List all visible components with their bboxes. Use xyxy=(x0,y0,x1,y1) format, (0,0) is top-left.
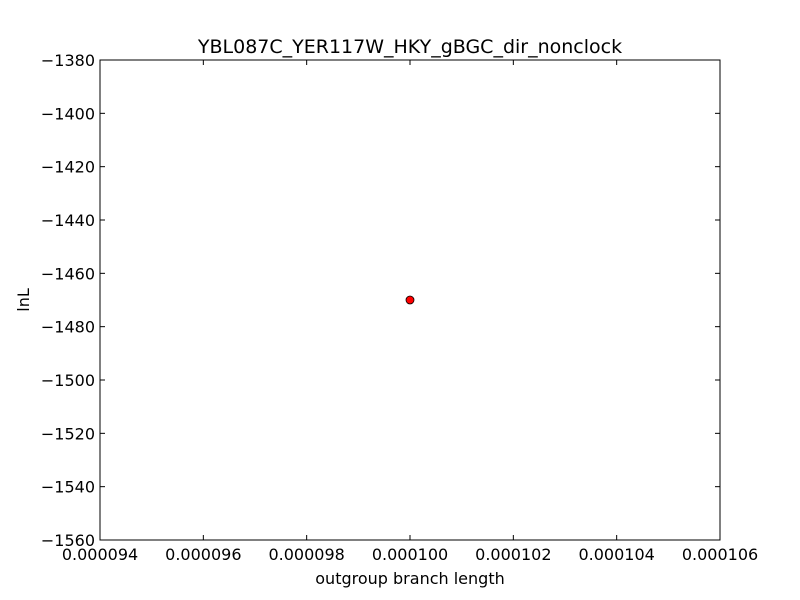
y-tick-label: −1520 xyxy=(41,424,95,443)
x-tick-label: 0.000104 xyxy=(578,545,654,564)
y-tick-label: −1420 xyxy=(41,158,95,177)
y-tick-label: −1400 xyxy=(41,104,95,123)
x-axis-label: outgroup branch length xyxy=(315,569,504,588)
chart-title: YBL087C_YER117W_HKY_gBGC_dir_nonclock xyxy=(197,36,622,58)
y-tick-label: −1460 xyxy=(41,264,95,283)
x-tick-label: 0.000094 xyxy=(62,545,138,564)
data-point xyxy=(405,295,415,305)
x-tick-label: 0.000102 xyxy=(475,545,551,564)
x-axis: 0.000094 0.000096 0.000098 0.000100 0.000102… xyxy=(62,60,758,564)
y-tick-label: −1540 xyxy=(41,478,95,497)
x-tick-label: 0.000106 xyxy=(682,545,758,564)
y-tick-label: −1480 xyxy=(41,318,95,337)
y-tick-label: −1560 xyxy=(41,531,95,550)
y-tick-label: −1440 xyxy=(41,211,95,230)
x-tick-label: 0.000096 xyxy=(165,545,241,564)
y-axis: −1380 −1400 −1420 −1440 −1460 −1480 −1500 −1520… xyxy=(41,51,720,550)
y-tick-label: −1380 xyxy=(41,51,95,70)
x-tick-label: 0.000098 xyxy=(268,545,344,564)
y-tick-label: −1500 xyxy=(41,371,95,390)
x-tick-label: 0.000100 xyxy=(372,545,448,564)
y-axis-label: lnL xyxy=(14,288,33,312)
data-points xyxy=(405,295,415,305)
